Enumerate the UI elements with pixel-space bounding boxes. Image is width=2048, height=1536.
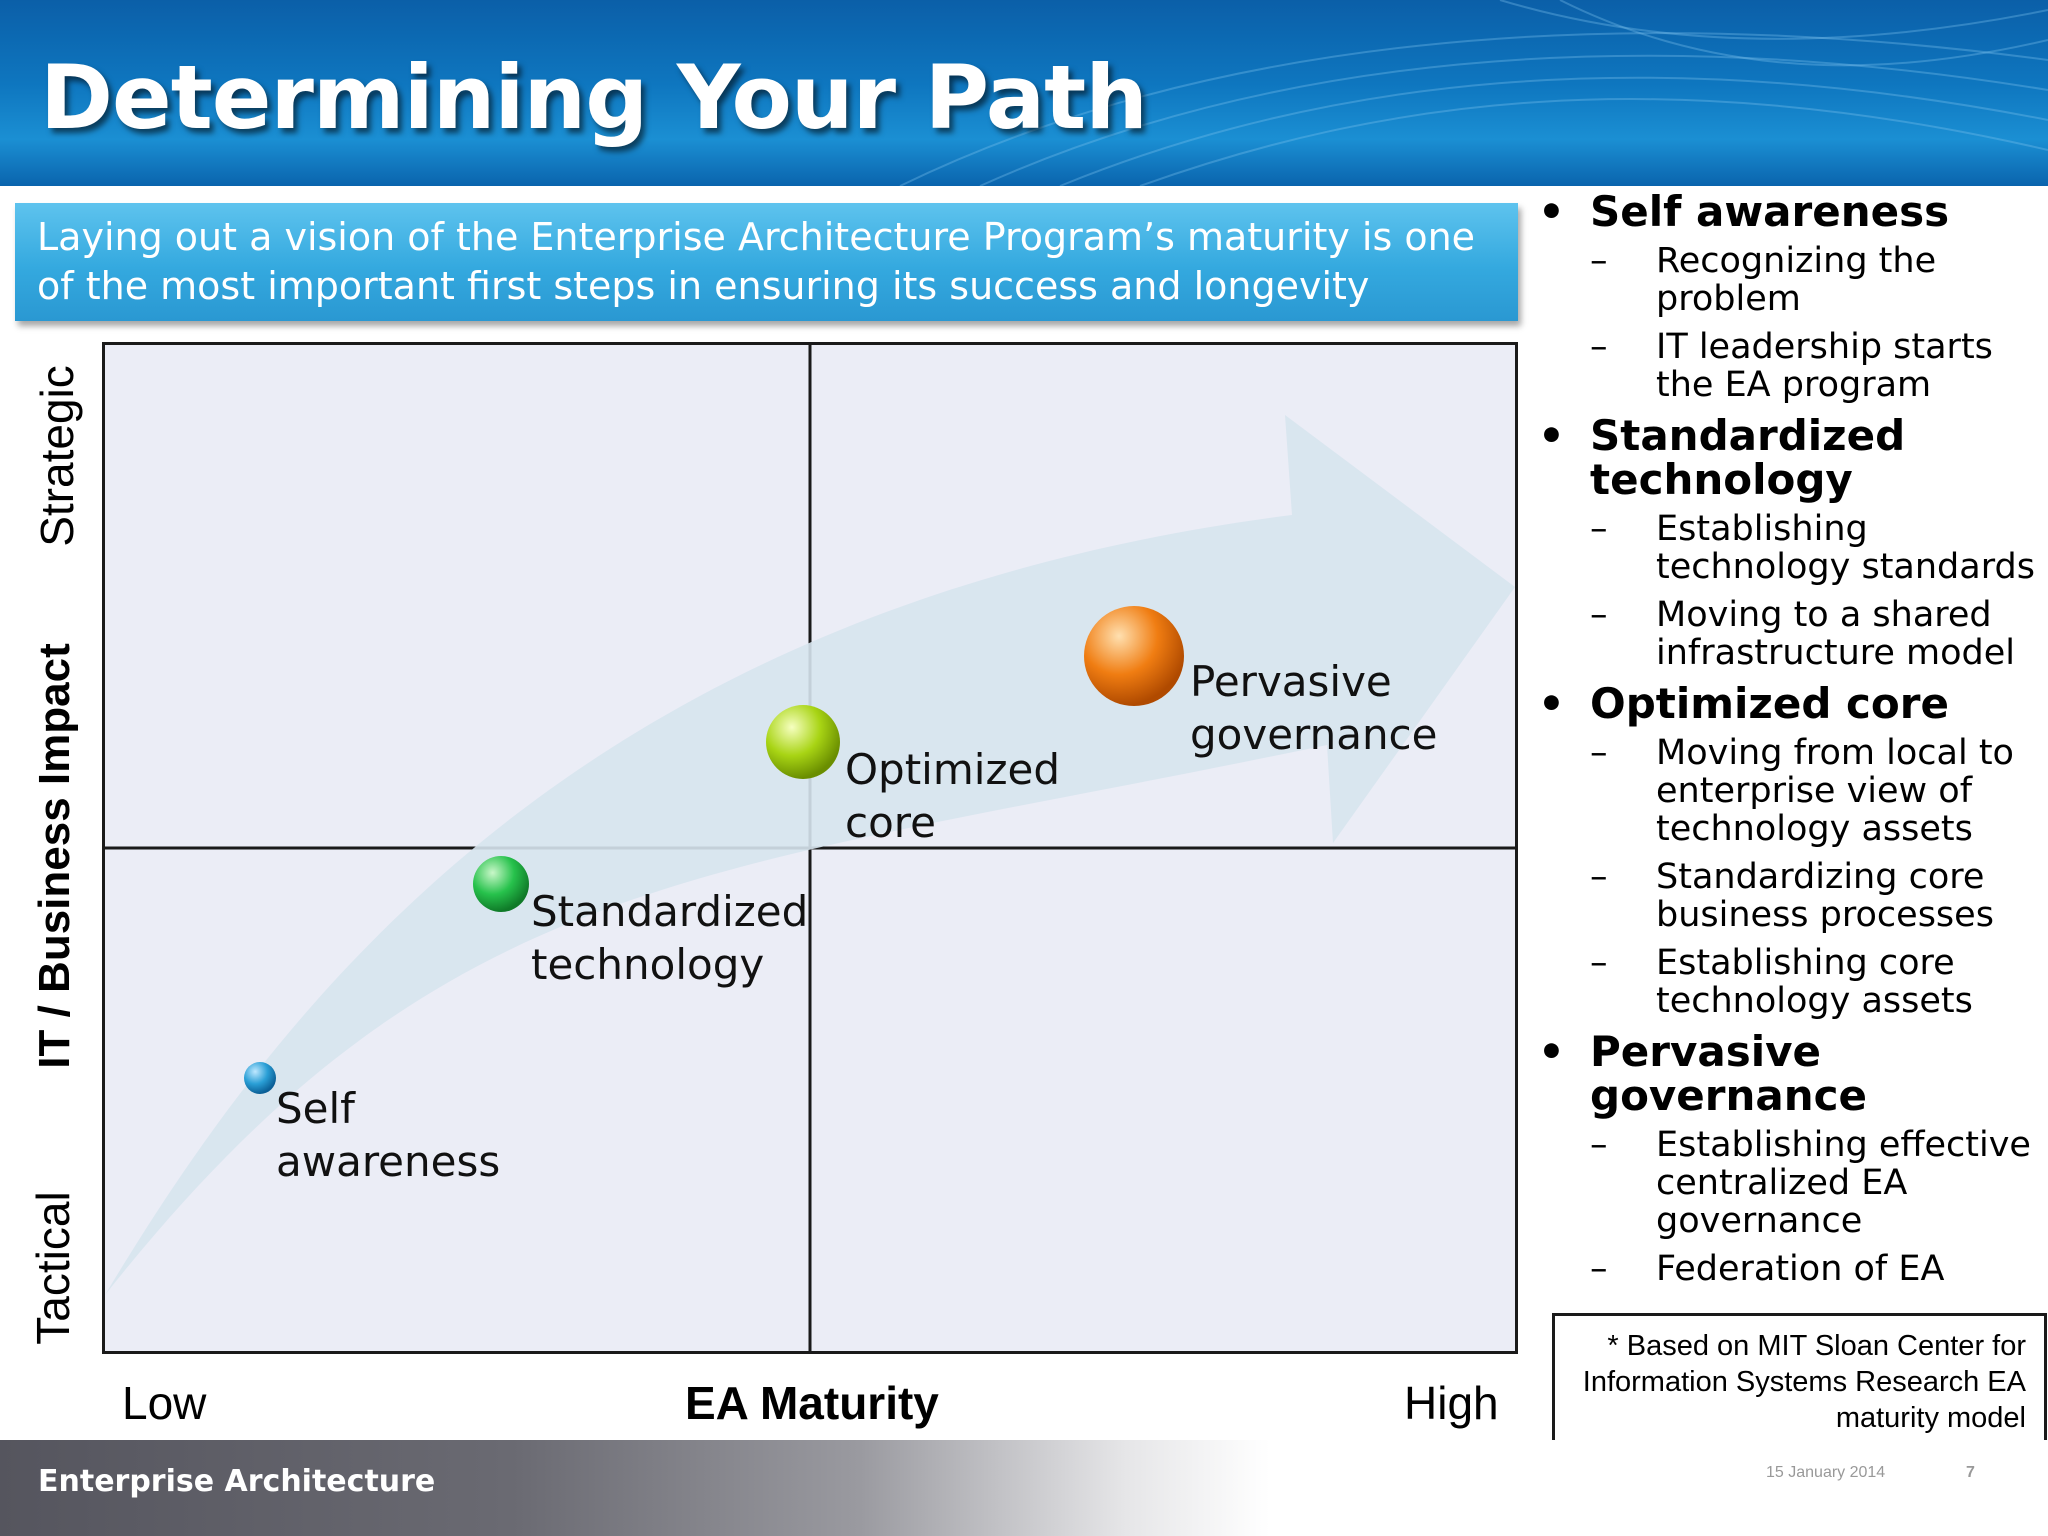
- bullet-sub-item-text: Moving to a shared infrastructure model: [1656, 595, 2016, 673]
- bullet-sub-item-text: Establishing core technology assets: [1656, 943, 1973, 1021]
- bullet-sub-item: – Moving from local to enterprise view of…: [1538, 734, 2038, 848]
- bullet-sub-item: – Standardizing core business processes: [1538, 858, 2038, 934]
- bullet-sub-item: – Establishing core technology assets: [1538, 944, 2038, 1020]
- header-band: Determining Your Path: [0, 0, 2048, 186]
- dash-icon: –: [1590, 943, 1608, 983]
- bullet-heading: • Self awareness: [1538, 190, 2038, 234]
- stage-label-self-awareness: Self awareness: [276, 1084, 501, 1186]
- dash-icon: –: [1590, 857, 1608, 897]
- bullet-heading-text: Pervasive governance: [1590, 1027, 1868, 1120]
- source-note-box: * Based on MIT Sloan Center for Informat…: [1552, 1313, 2047, 1444]
- bullet-sub-item-text: Federation of EA: [1656, 1249, 1945, 1289]
- y-axis-top-label: Strategic: [31, 365, 83, 547]
- dash-icon: –: [1590, 595, 1608, 635]
- bullet-heading: • Optimized core: [1538, 682, 2038, 726]
- dash-icon: –: [1590, 327, 1608, 367]
- bullet-dot-icon: •: [1538, 1027, 1565, 1076]
- header-wave-decoration: [899, 0, 2048, 186]
- intro-banner-text: Laying out a vision of the Enterprise Ar…: [37, 215, 1476, 308]
- dash-icon: –: [1590, 1125, 1608, 1165]
- footer-title: Enterprise Architecture: [38, 1464, 436, 1499]
- stage-label-optimized-core: Optimized core: [845, 745, 1060, 847]
- x-axis-title: EA Maturity: [685, 1377, 939, 1429]
- slide-title: Determining Your Path: [40, 46, 1148, 149]
- bullet-sub-item: – Moving to a shared infrastructure model: [1538, 596, 2038, 672]
- stage-label-standardized-technology: Standardized technology: [531, 887, 809, 989]
- bullet-dot-icon: •: [1538, 411, 1565, 460]
- bullet-heading: • Pervasive governance: [1538, 1030, 2038, 1118]
- maturity-path-svg: [105, 345, 1515, 1351]
- bullet-sub-item: – Federation of EA: [1538, 1250, 2038, 1288]
- bullet-sub-item-text: Establishing technology standards: [1656, 509, 2035, 587]
- stage-marker-self-awareness: [244, 1062, 276, 1094]
- dash-icon: –: [1590, 509, 1608, 549]
- stage-marker-optimized-core: [766, 705, 840, 779]
- bullet-dot-icon: •: [1538, 187, 1565, 236]
- dash-icon: –: [1590, 733, 1608, 773]
- bullet-heading-text: Standardized technology: [1590, 411, 1906, 504]
- bullet-sub-item: – Establishing effective centralized EA g…: [1538, 1126, 2038, 1240]
- stage-label-pervasive-governance: Pervasive governance: [1190, 657, 1438, 759]
- y-axis-title: IT / Business Impact: [30, 643, 79, 1069]
- stage-marker-standardized-technology: [473, 856, 529, 912]
- bullet-sub-item-text: Standardizing core business processes: [1656, 857, 1994, 935]
- page-number: 7: [1966, 1464, 1975, 1481]
- source-note-text: * Based on MIT Sloan Center for Informat…: [1582, 1330, 2026, 1434]
- bullet-sub-item: – Establishing technology standards: [1538, 510, 2038, 586]
- bullet-sub-item-text: Moving from local to enterprise view of …: [1656, 733, 2014, 849]
- stage-marker-pervasive-governance: [1084, 606, 1184, 706]
- bullet-sub-item-text: IT leadership starts the EA program: [1656, 327, 1993, 405]
- footer-date: 15 January 2014: [1766, 1464, 1886, 1481]
- dash-icon: –: [1590, 241, 1608, 281]
- maturity-quadrant: Self awareness Standardized technology O…: [102, 342, 1518, 1354]
- x-axis-low-label: Low: [122, 1377, 207, 1429]
- bullet-sub-item-text: Recognizing the problem: [1656, 241, 1937, 319]
- y-axis-bottom-label: Tactical: [27, 1191, 79, 1345]
- bullet-heading-text: Optimized core: [1590, 679, 1949, 728]
- dash-icon: –: [1590, 1249, 1608, 1289]
- stage-bullet-list: • Self awareness – Recognizing the problem…: [1538, 190, 2038, 1298]
- bullet-sub-item-text: Establishing effective centralized EA go…: [1656, 1125, 2031, 1241]
- bullet-heading: • Standardized technology: [1538, 414, 2038, 502]
- intro-banner: Laying out a vision of the Enterprise Ar…: [15, 203, 1518, 321]
- x-axis-high-label: High: [1404, 1377, 1499, 1429]
- footer-bar: Enterprise Architecture: [0, 1440, 2048, 1536]
- bullet-heading-text: Self awareness: [1590, 187, 1950, 236]
- bullet-sub-item: – IT leadership starts the EA program: [1538, 328, 2038, 404]
- bullet-dot-icon: •: [1538, 679, 1565, 728]
- bullet-sub-item: – Recognizing the problem: [1538, 242, 2038, 318]
